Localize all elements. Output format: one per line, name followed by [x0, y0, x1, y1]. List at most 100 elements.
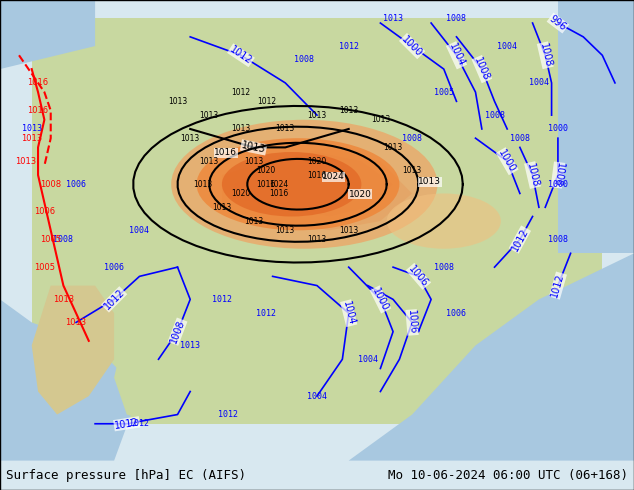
Text: 996: 996: [548, 14, 568, 32]
Text: 1024: 1024: [322, 172, 345, 181]
Text: 1012: 1012: [129, 419, 150, 428]
Text: 1008: 1008: [402, 134, 422, 143]
Text: 1008: 1008: [446, 14, 467, 23]
Text: 1008: 1008: [434, 263, 454, 271]
Text: 1013: 1013: [200, 157, 219, 166]
Text: 1013: 1013: [384, 143, 403, 152]
Text: 1008: 1008: [472, 56, 491, 82]
Text: 1000: 1000: [370, 286, 391, 313]
Text: 1008: 1008: [169, 318, 186, 345]
Text: 1005: 1005: [434, 88, 454, 97]
Text: 1016: 1016: [307, 171, 327, 179]
Text: 1013: 1013: [418, 177, 441, 186]
Text: 1006: 1006: [104, 263, 124, 271]
Text: 1020: 1020: [231, 189, 250, 198]
Text: Mo 10-06-2024 06:00 UTC (06+168): Mo 10-06-2024 06:00 UTC (06+168): [387, 469, 628, 482]
Text: 1000: 1000: [400, 34, 424, 58]
Text: 1013: 1013: [276, 124, 295, 133]
Text: 1004: 1004: [529, 78, 549, 87]
Text: 1013: 1013: [212, 203, 231, 212]
Text: 1000: 1000: [548, 124, 568, 133]
Text: 1013: 1013: [244, 217, 263, 225]
Text: 1012: 1012: [550, 272, 566, 299]
Text: 1004: 1004: [447, 42, 466, 69]
Polygon shape: [0, 299, 139, 461]
Text: 1013: 1013: [181, 134, 200, 143]
Text: 1012: 1012: [510, 226, 530, 253]
Text: 1012: 1012: [114, 417, 139, 431]
Ellipse shape: [387, 194, 501, 249]
Text: 1005: 1005: [40, 235, 61, 244]
Text: 1004: 1004: [129, 226, 150, 235]
Ellipse shape: [222, 152, 361, 217]
Text: 1012: 1012: [231, 88, 250, 97]
Text: 1004: 1004: [358, 355, 378, 364]
Text: 1006: 1006: [406, 310, 418, 335]
Text: 1012: 1012: [212, 295, 232, 304]
Text: 1013: 1013: [383, 14, 403, 23]
Ellipse shape: [197, 138, 399, 230]
Text: 1008: 1008: [548, 235, 568, 244]
Text: 1013: 1013: [65, 318, 87, 327]
Text: 1006: 1006: [406, 264, 430, 289]
Polygon shape: [114, 267, 235, 424]
Text: 1006: 1006: [446, 309, 467, 318]
Text: 1020: 1020: [307, 157, 327, 166]
Text: 1008: 1008: [525, 162, 540, 188]
Text: 1013: 1013: [339, 106, 358, 115]
Text: 1016: 1016: [27, 78, 49, 87]
Text: 1020: 1020: [257, 166, 276, 175]
Text: 1012: 1012: [228, 44, 254, 66]
Text: 1016: 1016: [214, 148, 237, 157]
Text: 1012: 1012: [102, 287, 126, 312]
Text: 1016: 1016: [27, 106, 49, 115]
Text: 1005: 1005: [34, 263, 55, 271]
Polygon shape: [558, 0, 634, 253]
Text: 1013: 1013: [339, 226, 358, 235]
Bar: [32, 19, 602, 424]
Text: 1013: 1013: [371, 115, 390, 124]
Text: 1013: 1013: [21, 134, 42, 143]
Text: 1013: 1013: [22, 124, 42, 133]
Text: 1024: 1024: [269, 180, 288, 189]
Polygon shape: [349, 253, 634, 461]
Text: 1013: 1013: [241, 140, 266, 155]
Text: 1013: 1013: [231, 124, 250, 133]
Text: 1013: 1013: [244, 157, 263, 166]
Text: 1008: 1008: [40, 180, 61, 189]
Text: 1013: 1013: [193, 180, 212, 189]
Text: 1012: 1012: [257, 97, 276, 106]
Text: 1013: 1013: [307, 235, 327, 244]
Text: 1008: 1008: [294, 55, 314, 64]
Text: Surface pressure [hPa] EC (AIFS): Surface pressure [hPa] EC (AIFS): [6, 469, 247, 482]
Text: 1016: 1016: [269, 189, 288, 198]
Text: 1000: 1000: [548, 180, 568, 189]
Polygon shape: [235, 152, 393, 217]
Text: 1000: 1000: [496, 148, 518, 174]
Text: 1013: 1013: [200, 111, 219, 120]
Text: 1013: 1013: [276, 226, 295, 235]
Text: 1004: 1004: [497, 42, 517, 50]
Text: 1012: 1012: [256, 309, 276, 318]
Text: 1012: 1012: [218, 410, 238, 419]
Ellipse shape: [171, 120, 437, 249]
Polygon shape: [222, 147, 412, 230]
Text: 1006: 1006: [34, 207, 55, 217]
Text: 1020: 1020: [349, 190, 372, 198]
Text: 1006: 1006: [66, 180, 86, 189]
Text: 1013: 1013: [53, 295, 74, 304]
Text: 1013: 1013: [307, 111, 327, 120]
Text: 1016: 1016: [257, 180, 276, 189]
Text: 1013: 1013: [403, 166, 422, 175]
Text: 1008: 1008: [552, 162, 564, 188]
Text: 1004: 1004: [341, 300, 356, 326]
Text: 1004: 1004: [307, 392, 327, 401]
Text: 1012: 1012: [339, 42, 359, 50]
Text: 1008: 1008: [510, 134, 530, 143]
Polygon shape: [0, 0, 95, 69]
Text: 1008: 1008: [538, 42, 553, 68]
Polygon shape: [32, 286, 114, 415]
Text: 1008: 1008: [53, 235, 74, 244]
Text: 1013: 1013: [168, 97, 187, 106]
Text: 1013: 1013: [180, 341, 200, 350]
